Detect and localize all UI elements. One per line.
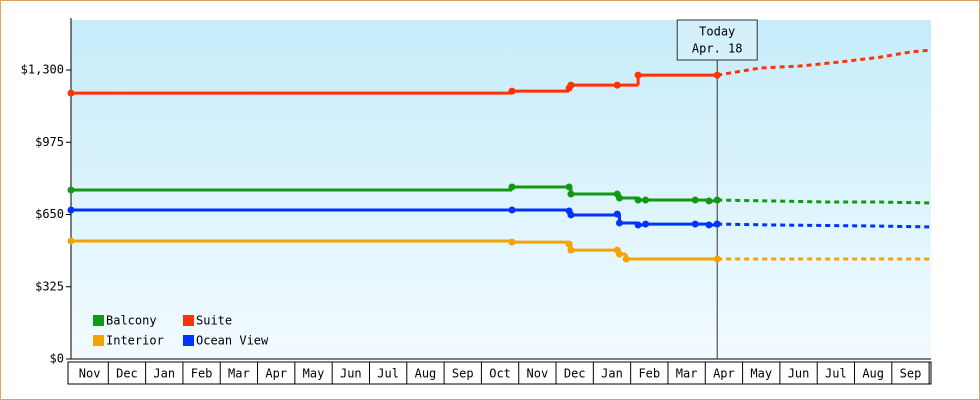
legend-label: Balcony — [106, 314, 157, 328]
y-tick-label: $975 — [35, 135, 64, 149]
point — [565, 240, 573, 248]
point — [67, 186, 75, 194]
point — [642, 196, 650, 204]
x-tick-label: Jul — [377, 367, 399, 381]
y-tick-label: $1,300 — [21, 63, 64, 77]
point — [691, 220, 699, 228]
x-tick-label: Jun — [788, 367, 810, 381]
point — [67, 206, 75, 214]
x-tick-label: Sep — [452, 367, 474, 381]
x-tick-label: Jan — [153, 367, 175, 381]
point — [508, 206, 516, 214]
point — [713, 71, 721, 79]
point — [567, 81, 575, 89]
x-axis-band — [67, 361, 932, 385]
point — [567, 246, 575, 254]
point — [634, 71, 642, 79]
x-tick-label: May — [750, 367, 772, 381]
point — [67, 237, 75, 245]
point — [615, 194, 623, 202]
point — [691, 196, 699, 204]
today-label: Today — [699, 25, 735, 39]
point — [634, 221, 642, 229]
x-tick-label: Oct — [489, 367, 511, 381]
x-tick-label: Jan — [601, 367, 623, 381]
x-tick-label: Nov — [527, 367, 549, 381]
point — [615, 250, 623, 258]
point — [508, 87, 516, 95]
x-tick-label: Feb — [638, 367, 660, 381]
point — [705, 221, 713, 229]
forecast-line — [717, 222, 932, 229]
point — [615, 219, 623, 227]
point — [508, 238, 516, 246]
point — [567, 211, 575, 219]
x-tick-label: Mar — [676, 367, 698, 381]
x-tick-label: Feb — [191, 367, 213, 381]
point — [622, 255, 630, 263]
point — [508, 183, 516, 191]
x-tick-label: Dec — [116, 367, 138, 381]
x-tick-label: Aug — [415, 367, 437, 381]
point — [613, 210, 621, 218]
legend-swatch — [183, 335, 194, 346]
point — [705, 197, 713, 205]
point — [567, 190, 575, 198]
point — [713, 220, 721, 228]
x-tick-label: Jun — [340, 367, 362, 381]
point — [67, 89, 75, 97]
x-tick-label: Nov — [79, 367, 101, 381]
legend-swatch — [93, 315, 104, 326]
point — [713, 255, 721, 263]
point — [642, 220, 650, 228]
y-tick-label: $325 — [35, 279, 64, 293]
legend-label: Ocean View — [196, 334, 269, 348]
today-box — [676, 19, 758, 61]
y-tick-label: $0 — [50, 352, 64, 366]
point — [613, 81, 621, 89]
today-label: Apr. 18 — [692, 42, 743, 56]
x-tick-label: Mar — [228, 367, 250, 381]
x-tick-label: Dec — [564, 367, 586, 381]
point — [634, 196, 642, 204]
legend-label: Interior — [106, 334, 164, 348]
x-tick-label: Aug — [862, 367, 884, 381]
x-tick-label: Apr — [265, 367, 287, 381]
x-tick-label: May — [303, 367, 325, 381]
x-tick-label: Jul — [825, 367, 847, 381]
x-tick-label: Sep — [900, 367, 922, 381]
legend-swatch — [93, 335, 104, 346]
x-tick-label: Apr — [713, 367, 735, 381]
legend-swatch — [183, 315, 194, 326]
legend-label: Suite — [196, 314, 232, 328]
y-tick-label: $650 — [35, 207, 64, 221]
point — [565, 183, 573, 191]
point — [713, 196, 721, 204]
